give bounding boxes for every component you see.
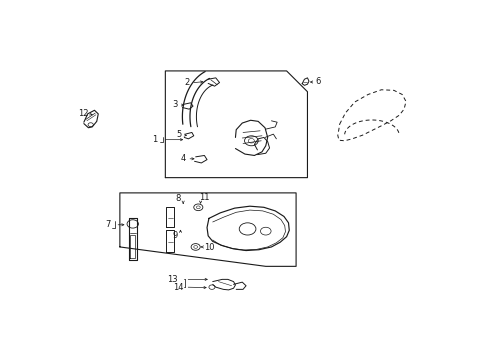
Text: 2: 2	[184, 78, 189, 87]
Text: 6: 6	[315, 77, 321, 86]
Text: 8: 8	[175, 194, 180, 203]
Text: 3: 3	[172, 100, 177, 109]
Text: 13: 13	[166, 275, 177, 284]
Text: 12: 12	[78, 109, 89, 118]
Text: 9: 9	[172, 231, 178, 240]
Text: 4: 4	[181, 154, 186, 163]
Text: 1: 1	[152, 135, 158, 144]
Text: 14: 14	[173, 283, 183, 292]
Text: 11: 11	[198, 193, 209, 202]
Text: 10: 10	[204, 243, 214, 252]
Text: 7: 7	[105, 220, 110, 229]
Text: 5: 5	[176, 130, 181, 139]
